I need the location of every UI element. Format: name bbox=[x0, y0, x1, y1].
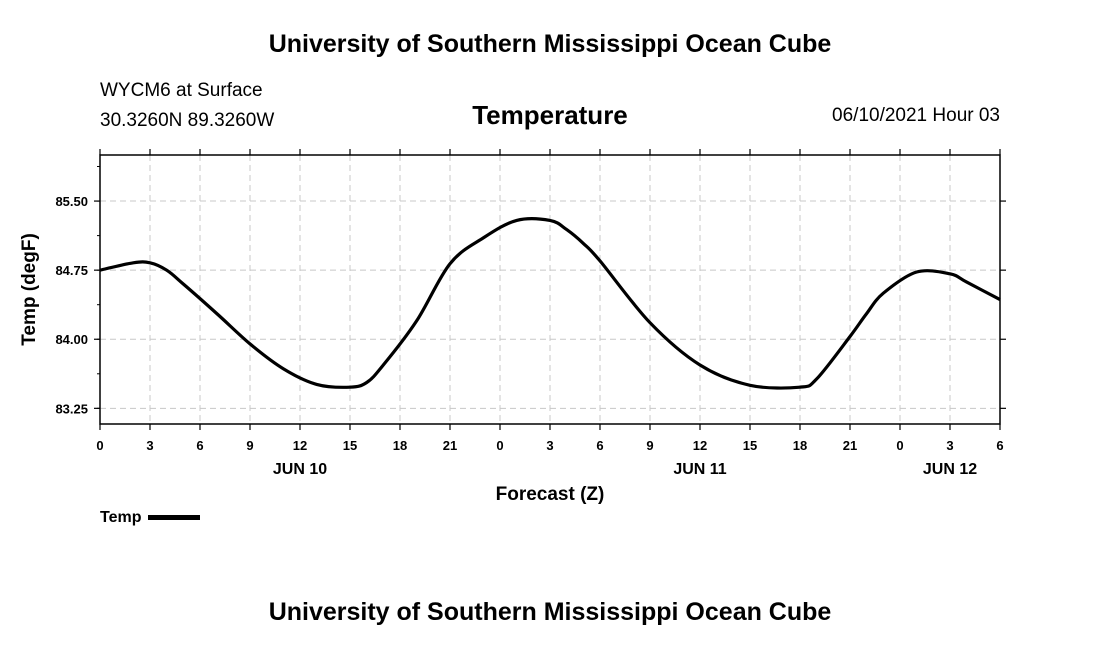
x-tick-label: 15 bbox=[743, 438, 757, 453]
x-tick-label: 9 bbox=[646, 438, 653, 453]
x-tick-label: 3 bbox=[946, 438, 953, 453]
y-tick-label: 84.75 bbox=[55, 263, 88, 278]
date-label: JUN 10 bbox=[273, 461, 327, 478]
x-tick-label: 15 bbox=[343, 438, 357, 453]
x-tick-label: 3 bbox=[146, 438, 153, 453]
footer-title: University of Southern Mississippi Ocean… bbox=[268, 598, 832, 626]
y-axis-label: Temp (degF) bbox=[19, 233, 40, 346]
x-tick-label: 21 bbox=[443, 438, 457, 453]
legend-label-temp: Temp bbox=[100, 509, 142, 526]
x-tick-label: 6 bbox=[596, 438, 603, 453]
station-coordinates: 30.3260N 89.3260W bbox=[100, 110, 275, 131]
series-line-temp bbox=[99, 217, 1001, 390]
forecast-datetime: 06/10/2021 Hour 03 bbox=[832, 105, 1000, 126]
station-name: WYCM6 at Surface bbox=[100, 80, 263, 101]
x-tick-label: 21 bbox=[843, 438, 857, 453]
y-tick-label: 85.50 bbox=[55, 194, 88, 209]
x-tick-label: 0 bbox=[896, 438, 903, 453]
x-axis-label: Forecast (Z) bbox=[496, 484, 605, 505]
station-info: WYCM6 at Surface 30.3260N 89.3260W bbox=[100, 76, 274, 136]
x-tick-label: 0 bbox=[96, 438, 103, 453]
x-tick-label: 6 bbox=[996, 438, 1003, 453]
x-tick-label: 3 bbox=[546, 438, 553, 453]
x-tick-label: 12 bbox=[293, 438, 307, 453]
x-tick-label: 9 bbox=[246, 438, 253, 453]
x-tick-label: 18 bbox=[793, 438, 807, 453]
legend: Temp bbox=[100, 509, 201, 527]
y-tick-label: 83.25 bbox=[55, 401, 88, 416]
y-tick-label: 84.00 bbox=[55, 332, 88, 347]
chart-title: Temperature bbox=[472, 100, 628, 130]
date-label: JUN 12 bbox=[923, 461, 977, 478]
x-tick-label: 0 bbox=[496, 438, 503, 453]
header-title: University of Southern Mississippi Ocean… bbox=[268, 30, 832, 58]
date-label: JUN 11 bbox=[673, 461, 726, 478]
legend-swatch-temp bbox=[148, 515, 201, 521]
x-tick-label: 12 bbox=[693, 438, 707, 453]
x-tick-label: 6 bbox=[196, 438, 203, 453]
x-tick-label: 18 bbox=[393, 438, 407, 453]
